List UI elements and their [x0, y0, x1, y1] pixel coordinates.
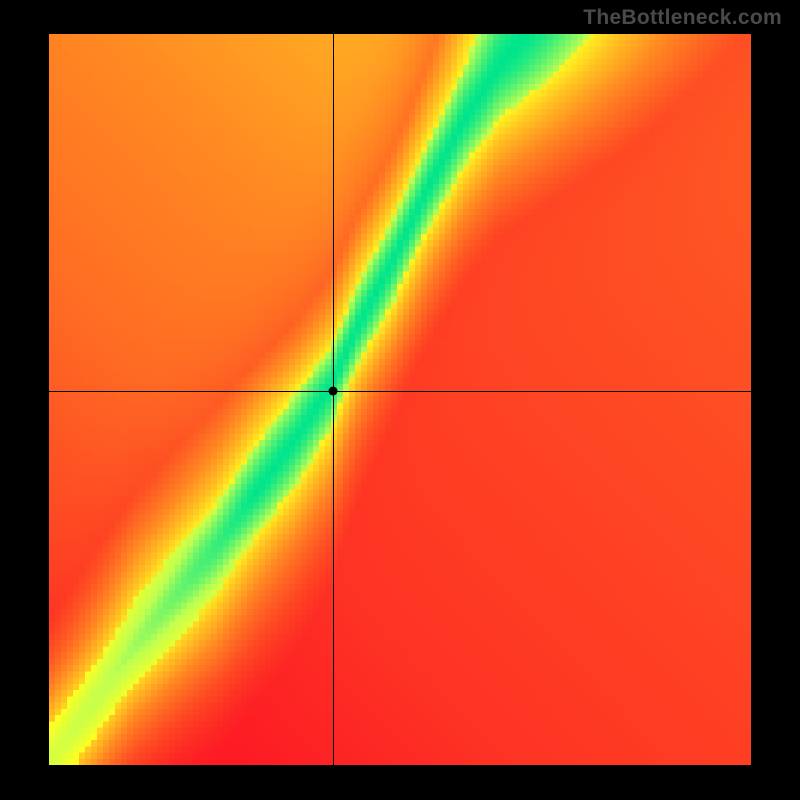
chart-root: { "attribution_text": "TheBottleneck.com… [0, 0, 800, 800]
crosshair-marker [329, 387, 338, 396]
heatmap-canvas [49, 34, 751, 765]
attribution-text: TheBottleneck.com [583, 6, 782, 30]
crosshair-horizontal [49, 391, 751, 392]
crosshair-vertical [333, 34, 334, 765]
